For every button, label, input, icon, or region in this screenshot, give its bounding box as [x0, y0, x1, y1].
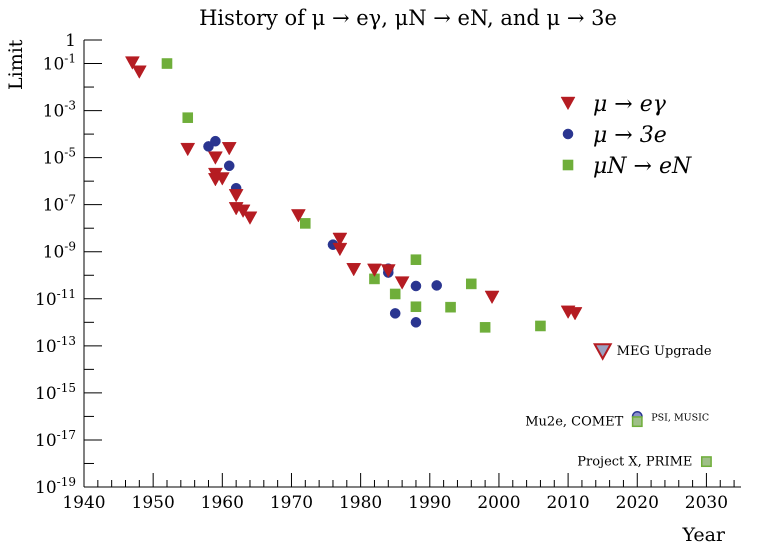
data-point	[410, 280, 422, 292]
legend-label: μ → eγ	[593, 92, 667, 117]
projection-label: Mu2e, COMET	[525, 415, 623, 430]
x-tick-label: 1970	[270, 493, 313, 513]
data-point	[410, 254, 422, 265]
data-point	[207, 151, 223, 165]
data-point	[410, 317, 422, 328]
data-point	[214, 172, 230, 186]
data-point	[235, 204, 251, 218]
x-tick-label: 1950	[132, 493, 175, 513]
y-tick-label: 10-3	[43, 99, 76, 122]
legend-marker	[562, 159, 574, 171]
data-point	[332, 232, 348, 247]
ticks	[83, 39, 735, 488]
data-point	[210, 135, 221, 147]
data-point	[389, 288, 401, 300]
x-tick-label: 2030	[685, 493, 728, 513]
data-point	[431, 280, 442, 291]
data-points	[124, 56, 583, 333]
data-point	[567, 307, 583, 321]
data-point	[182, 112, 194, 123]
data-point	[484, 290, 500, 305]
data-point	[332, 242, 348, 257]
x-tick-label: 2010	[546, 493, 589, 513]
tick-labels: 1940 1950 1960 1970 1980 1990 2000 2010 2020 2030…	[35, 31, 728, 513]
x-tick-label: 2000	[477, 493, 520, 513]
projection-marker	[700, 456, 712, 468]
data-point	[221, 142, 237, 156]
legend: μ → eγ μ → 3e μN → eN	[560, 92, 692, 179]
x-axis-label: Year	[681, 524, 725, 546]
x-tick-label: 1990	[408, 493, 451, 513]
projection-label: Project X, PRIME	[577, 455, 692, 470]
axes	[83, 40, 741, 488]
data-point	[410, 301, 422, 313]
data-point	[290, 209, 306, 223]
y-tick-label: 10-1	[43, 52, 76, 75]
data-point	[131, 65, 147, 79]
projections: MEG Upgrade PSI, MUSIC Mu2e, COMET Project …	[525, 343, 712, 470]
x-tick-label: 1980	[339, 493, 382, 513]
x-tick-label: 1940	[62, 493, 105, 513]
projection-marker	[631, 416, 643, 428]
data-point	[389, 308, 401, 319]
y-tick-label: 1	[65, 31, 76, 51]
y-tick-label: 10-13	[35, 334, 76, 357]
legend-marker	[560, 96, 576, 111]
y-tick-label: 10-7	[43, 193, 76, 216]
data-point	[479, 322, 491, 333]
y-tick-label: 10-19	[35, 475, 76, 498]
projection-label: MEG Upgrade	[617, 344, 712, 359]
data-point	[180, 142, 196, 157]
projection-marker	[592, 343, 613, 361]
data-point	[535, 320, 546, 332]
data-point	[380, 264, 396, 278]
legend-marker	[562, 128, 574, 140]
data-point	[445, 301, 456, 313]
x-tick-label: 1960	[201, 493, 244, 513]
data-point	[161, 58, 173, 69]
data-point	[465, 278, 477, 290]
y-tick-label: 10-15	[35, 381, 76, 404]
data-point	[346, 263, 362, 277]
data-point	[223, 160, 235, 172]
legend-label: μ → 3e	[593, 123, 667, 148]
legend-label: μN → eN	[593, 154, 692, 179]
y-tick-label: 10-9	[43, 240, 76, 263]
data-point	[242, 211, 258, 225]
x-tick-label: 2020	[616, 493, 659, 513]
data-point	[228, 189, 244, 203]
data-point	[367, 263, 382, 278]
data-point	[394, 276, 410, 290]
y-axis-label: Limit	[5, 39, 27, 90]
y-tick-label: 10-11	[35, 287, 76, 310]
y-tick-label: 10-17	[35, 428, 76, 451]
data-point	[300, 218, 311, 229]
chart-title: History of μ → eγ, μN → eN, and μ → 3e	[199, 6, 617, 30]
projection-label: PSI, MUSIC	[651, 412, 709, 423]
y-tick-label: 10-5	[43, 146, 76, 169]
data-point	[124, 56, 140, 70]
